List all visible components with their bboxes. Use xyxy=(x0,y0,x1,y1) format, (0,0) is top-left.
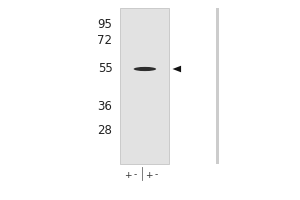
Text: 36: 36 xyxy=(98,100,112,114)
Ellipse shape xyxy=(134,67,156,71)
Text: -: - xyxy=(155,170,158,180)
Text: 55: 55 xyxy=(98,62,112,75)
Text: 95: 95 xyxy=(98,18,112,30)
Bar xyxy=(216,8,219,164)
Text: 72: 72 xyxy=(98,33,112,46)
Bar xyxy=(120,8,169,164)
Text: +: + xyxy=(145,170,152,180)
Polygon shape xyxy=(172,66,181,72)
Text: -: - xyxy=(134,170,137,180)
Text: +: + xyxy=(124,170,131,180)
Text: 28: 28 xyxy=(98,124,112,138)
